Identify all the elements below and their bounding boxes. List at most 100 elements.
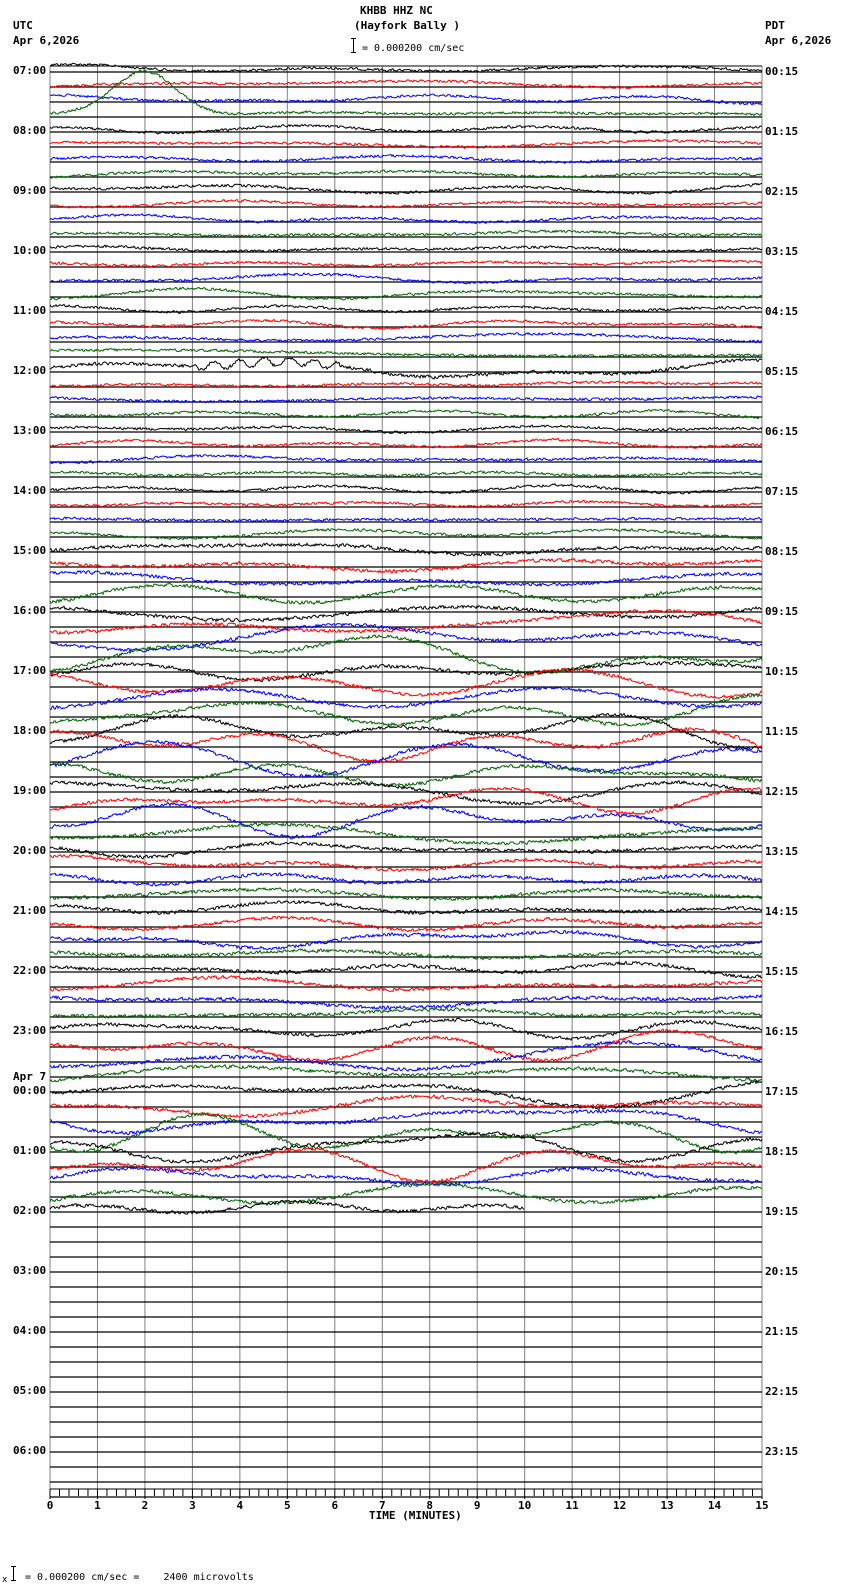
pdt-time-label: 22:15 (765, 1385, 799, 1398)
pdt-time-label: 10:15 (765, 665, 799, 678)
x-tick-label: 11 (566, 1499, 580, 1512)
pdt-time-label: 18:15 (765, 1145, 799, 1158)
pdt-time-label: 15:15 (765, 965, 799, 978)
pdt-time-label: 21:15 (765, 1325, 799, 1338)
seismic-trace (49, 960, 763, 980)
seismic-trace (49, 272, 763, 285)
pdt-time-label: 07:15 (765, 485, 799, 498)
seismic-trace (49, 974, 763, 993)
seismic-trace (49, 1112, 763, 1155)
x-tick-label: 3 (189, 1499, 196, 1512)
seismic-trace (49, 69, 763, 117)
seismic-trace (49, 527, 763, 541)
seismic-trace (49, 948, 763, 961)
utc-hour-label: 00:00 (13, 1084, 47, 1097)
pdt-time-label: 06:15 (765, 425, 799, 438)
seismic-trace (49, 318, 763, 331)
seismic-trace (49, 761, 763, 788)
seismic-trace (49, 408, 763, 420)
utc-hour-label: 22:00 (13, 964, 47, 977)
seismic-trace (50, 62, 763, 74)
seismic-trace (49, 154, 763, 164)
seismic-trace (49, 899, 763, 916)
seismic-trace (49, 1040, 763, 1072)
seismic-trace (49, 1182, 763, 1206)
seismic-trace (49, 786, 763, 816)
utc-hour-label: 01:00 (13, 1144, 47, 1157)
seismic-trace (49, 1094, 763, 1119)
x-tick-label: 9 (474, 1499, 481, 1512)
utc-hour-label: 12:00 (13, 364, 47, 377)
seismic-trace (49, 470, 763, 478)
seismic-trace (49, 424, 763, 435)
utc-date-label: Apr 7 (13, 1070, 47, 1083)
seismic-trace (49, 454, 762, 465)
seismic-trace (49, 622, 763, 653)
seismic-trace (49, 780, 763, 806)
pdt-time-label: 17:15 (765, 1085, 799, 1098)
seismic-trace (49, 198, 763, 209)
seismic-trace (50, 286, 763, 301)
seismic-trace (49, 1108, 763, 1136)
x-tick-label: 7 (379, 1499, 386, 1512)
utc-hour-label: 21:00 (13, 904, 47, 917)
pdt-time-label: 19:15 (765, 1205, 799, 1218)
seismic-trace (49, 1199, 525, 1215)
pdt-time-label: 02:15 (765, 185, 799, 198)
utc-hour-label: 19:00 (13, 784, 47, 797)
x-tick-label: 0 (47, 1499, 54, 1512)
pdt-time-label: 20:15 (765, 1265, 799, 1278)
utc-hour-label: 07:00 (13, 64, 47, 77)
seismic-trace (49, 634, 763, 676)
seismic-trace (49, 516, 763, 523)
footer-scale-bar-icon (11, 1566, 16, 1581)
x-tick-label: 12 (613, 1499, 626, 1512)
utc-hour-label: 23:00 (13, 1024, 47, 1037)
utc-hour-label: 05:00 (13, 1384, 47, 1397)
pdt-time-label: 13:15 (765, 845, 799, 858)
seismic-trace (49, 1028, 763, 1063)
seismic-trace (49, 258, 763, 268)
utc-hour-label: 17:00 (13, 664, 47, 677)
x-tick-label: 2 (142, 1499, 149, 1512)
seismic-trace (49, 871, 763, 887)
seismic-trace (49, 726, 763, 765)
seismic-trace (49, 303, 763, 315)
seismic-trace (49, 557, 763, 574)
footer-scale-prefix: x (2, 1575, 8, 1585)
seismic-trace (49, 608, 763, 635)
seismic-trace (49, 356, 763, 380)
utc-hour-label: 06:00 (13, 1444, 47, 1457)
seismic-trace (49, 123, 762, 135)
pdt-time-label: 14:15 (765, 905, 799, 918)
x-tick-label: 13 (660, 1499, 673, 1512)
utc-hour-label: 14:00 (13, 484, 47, 497)
seismic-trace (49, 802, 763, 840)
header-right-tz: PDT (765, 19, 785, 32)
seismic-trace (49, 739, 763, 779)
utc-hour-label: 04:00 (13, 1324, 47, 1337)
seismic-trace (49, 483, 763, 495)
seismic-trace (49, 212, 763, 225)
seismic-trace (49, 1064, 763, 1083)
header-left-date: Apr 6,2026 (13, 34, 80, 47)
scale-bar-icon (351, 38, 356, 53)
seismic-trace (49, 499, 763, 509)
seismic-trace (49, 437, 763, 449)
seismic-trace (49, 929, 763, 951)
header-station: KHBB HHZ NC (360, 4, 433, 17)
seismic-trace (49, 380, 763, 389)
seismic-trace (49, 841, 763, 860)
header-location: (Hayfork Bally ) (354, 19, 460, 32)
seismic-trace (49, 1146, 763, 1185)
header-left-tz: UTC (13, 19, 33, 32)
x-tick-label: 15 (755, 1499, 768, 1512)
utc-hour-label: 08:00 (13, 124, 47, 137)
seismic-trace (49, 685, 763, 711)
pdt-time-label: 11:15 (765, 725, 799, 738)
pdt-time-label: 01:15 (765, 125, 799, 138)
header-scale-text: = 0.000200 cm/sec (362, 43, 465, 54)
seismic-trace (49, 915, 763, 933)
seismic-trace (49, 138, 763, 149)
